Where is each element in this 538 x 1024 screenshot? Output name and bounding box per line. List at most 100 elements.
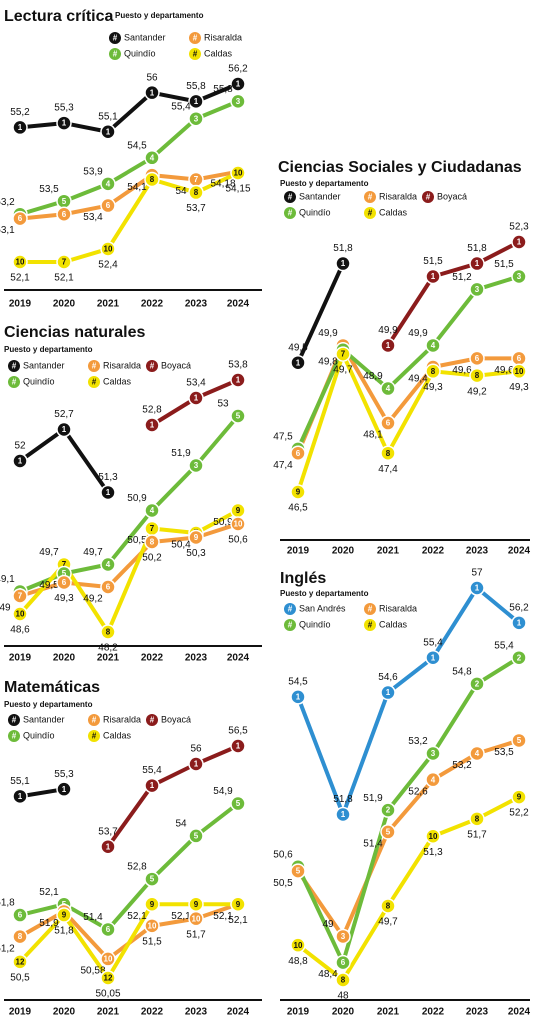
data-label: 48,2 bbox=[98, 643, 118, 654]
data-label: 51,7 bbox=[186, 929, 206, 940]
data-label: 53,7 bbox=[98, 826, 118, 837]
point-marker bbox=[144, 84, 160, 101]
point-marker bbox=[425, 771, 441, 788]
rank-label: 5 bbox=[62, 197, 67, 206]
data-label: 49,7 bbox=[333, 365, 353, 376]
point-marker bbox=[100, 197, 116, 214]
rank-label: 6 bbox=[517, 354, 522, 363]
point-marker bbox=[469, 676, 485, 692]
data-label: 55,8 bbox=[213, 84, 233, 95]
data-label: 50,9 bbox=[127, 493, 147, 504]
data-label: 48 bbox=[337, 991, 349, 1002]
point-marker bbox=[144, 171, 160, 188]
legend-swatch bbox=[146, 714, 158, 726]
point-marker bbox=[144, 534, 160, 550]
point-marker bbox=[380, 337, 396, 354]
data-label: 55,3 bbox=[54, 103, 74, 114]
x-tick-label: 2023 bbox=[466, 546, 489, 557]
rank-label: 12 bbox=[16, 957, 25, 966]
legend-marker: # bbox=[92, 378, 97, 387]
legend-label: Caldas bbox=[379, 619, 408, 629]
legend-label: Quindío bbox=[124, 48, 156, 58]
series-line bbox=[296, 586, 521, 817]
data-label: 55,1 bbox=[98, 111, 118, 122]
rank-label: 1 bbox=[475, 584, 480, 593]
rank-label: 10 bbox=[515, 367, 524, 376]
rank-label: 1 bbox=[150, 781, 155, 790]
legend-marker: # bbox=[426, 193, 431, 202]
rank-label: 7 bbox=[18, 592, 23, 601]
rank-label: 10 bbox=[234, 520, 243, 529]
legend-label: Santander bbox=[23, 360, 65, 370]
rank-label: 1 bbox=[106, 488, 111, 497]
legend-label: Risaralda bbox=[204, 32, 242, 42]
data-label: 53,5 bbox=[494, 747, 514, 758]
legend-marker: # bbox=[368, 605, 373, 614]
point-marker bbox=[12, 788, 28, 805]
data-label: 50,6 bbox=[228, 535, 248, 546]
point-marker bbox=[230, 408, 246, 424]
data-label: 53,7 bbox=[186, 203, 206, 214]
data-label: 53,4 bbox=[186, 378, 206, 389]
rank-label: 5 bbox=[296, 867, 301, 876]
x-tick-label: 2019 bbox=[287, 1007, 310, 1018]
rank-label: 5 bbox=[194, 832, 199, 841]
data-label: 49,6 bbox=[494, 365, 514, 376]
rank-label: 1 bbox=[150, 421, 155, 430]
data-label: 51,4 bbox=[83, 912, 103, 923]
data-label: 54,6 bbox=[378, 672, 398, 683]
point-marker bbox=[188, 828, 204, 844]
data-label: 50,9 bbox=[213, 517, 233, 528]
legend-marker: # bbox=[368, 193, 373, 202]
x-tick-label: 2023 bbox=[185, 299, 208, 310]
rank-label: 8 bbox=[475, 371, 480, 380]
legend-label: San Andrés bbox=[299, 603, 346, 613]
x-tick-label: 2022 bbox=[141, 299, 164, 310]
data-label: 51,9 bbox=[39, 918, 59, 929]
series-line bbox=[18, 508, 239, 634]
legend-swatch bbox=[8, 714, 20, 726]
point-marker bbox=[335, 928, 351, 945]
data-label: 47,4 bbox=[273, 460, 293, 471]
rank-label: 4 bbox=[386, 384, 391, 393]
rank-label: 4 bbox=[431, 775, 436, 784]
rank-label: 1 bbox=[236, 742, 241, 751]
rank-label: 9 bbox=[236, 506, 241, 515]
chart-subtitle: Puesto y departamento bbox=[280, 589, 369, 598]
data-label: 56,2 bbox=[509, 602, 529, 613]
rank-label: 3 bbox=[517, 272, 522, 281]
rank-label: 1 bbox=[431, 272, 436, 281]
legend-marker: # bbox=[288, 209, 293, 218]
data-label: 51,8 bbox=[333, 794, 353, 805]
data-label: 51,9 bbox=[363, 793, 383, 804]
data-label: 52,6 bbox=[408, 786, 428, 797]
rank-label: 1 bbox=[236, 80, 241, 89]
rank-label: 1 bbox=[62, 119, 67, 128]
x-tick-label: 2022 bbox=[141, 653, 164, 664]
data-label: 50,6 bbox=[273, 849, 293, 860]
data-label: 47,4 bbox=[378, 464, 398, 475]
point-marker bbox=[56, 206, 72, 222]
legend-label: Santander bbox=[299, 191, 341, 201]
point-marker bbox=[469, 281, 485, 298]
legend-marker: # bbox=[368, 621, 373, 630]
chart-subtitle: Puesto y departamento bbox=[4, 345, 93, 354]
data-label: 52,8 bbox=[127, 862, 147, 873]
rank-label: 1 bbox=[62, 785, 67, 794]
chart-title: Inglés bbox=[280, 570, 326, 587]
legend-label: Risaralda bbox=[103, 360, 141, 370]
rank-label: 8 bbox=[18, 932, 23, 941]
x-tick-label: 2023 bbox=[185, 653, 208, 664]
data-label: 50,3 bbox=[186, 548, 206, 559]
rank-label: 1 bbox=[431, 653, 436, 662]
legend-swatch bbox=[284, 191, 296, 203]
rank-label: 2 bbox=[475, 679, 480, 688]
series-line bbox=[18, 427, 110, 494]
rank-label: 6 bbox=[106, 583, 111, 592]
rank-label: 4 bbox=[150, 153, 155, 162]
legend-label: Boyacá bbox=[437, 191, 467, 201]
legend-marker: # bbox=[92, 716, 97, 725]
data-label: 50,58 bbox=[80, 966, 105, 977]
data-label: 53,1 bbox=[0, 225, 15, 236]
